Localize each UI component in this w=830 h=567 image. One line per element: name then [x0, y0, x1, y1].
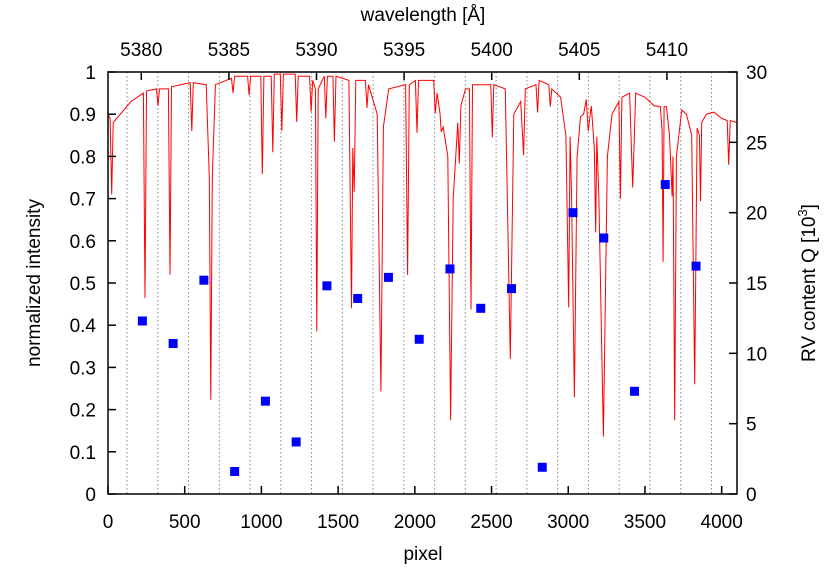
- rv-content-marker: [691, 261, 701, 271]
- rv-content-marker: [230, 466, 240, 476]
- y-tick-label: 0.8: [70, 147, 96, 168]
- y2-axis-label: RV content Q [103]: [795, 204, 820, 362]
- x2-tick-label: 5405: [558, 40, 600, 61]
- y-tick-label: 1: [85, 63, 96, 84]
- x-tick-label: 2500: [470, 512, 512, 533]
- rv-content-marker: [260, 396, 270, 406]
- x-tick-label: 0: [103, 512, 114, 533]
- y-tick-label: 0.7: [70, 190, 96, 211]
- rv-content-marker: [137, 316, 147, 326]
- y2-tick-label: 10: [746, 344, 767, 365]
- rv-content-marker: [168, 338, 178, 348]
- x2-tick-label: 5385: [208, 40, 250, 61]
- x2-tick-label: 5390: [295, 40, 337, 61]
- rv-content-marker: [353, 293, 363, 303]
- rv-content-marker: [630, 386, 640, 396]
- y2-label-main: RV content Q [10: [799, 217, 820, 362]
- y2-tick-label: 0: [746, 485, 757, 506]
- y2-label-sup: 3: [795, 209, 810, 216]
- x-tick-label: 1500: [317, 512, 359, 533]
- y2-tick-label: 20: [746, 204, 767, 225]
- rv-content-marker: [291, 437, 301, 447]
- spectrum-line: [107, 73, 738, 437]
- rv-content-marker: [322, 281, 332, 291]
- x-tick-label: 500: [169, 512, 201, 533]
- rv-content-marker: [476, 303, 486, 313]
- rv-content-marker: [383, 272, 393, 282]
- x-tick-label: 2000: [394, 512, 436, 533]
- y2-tick-label: 25: [746, 133, 767, 154]
- x-tick-label: 1000: [240, 512, 282, 533]
- y-tick-label: 0.6: [70, 232, 96, 253]
- x2-tick-label: 5380: [120, 40, 162, 61]
- x-tick-label: 3500: [624, 512, 666, 533]
- x-tick-label: 4000: [701, 512, 743, 533]
- x2-tick-label: 5400: [471, 40, 513, 61]
- axis-ticks: 0 500 1000 1500 2000 2500 3000 3500 400000.10.20…: [70, 40, 768, 533]
- rv-content-marker: [199, 275, 209, 285]
- y2-tick-label: 15: [746, 274, 767, 295]
- y2-tick-label: 30: [746, 63, 767, 84]
- rv-content-marker: [660, 180, 670, 190]
- plot-series: [107, 73, 738, 476]
- rv-content-marker: [445, 264, 455, 274]
- rv-content-marker: [568, 208, 578, 218]
- x2-tick-label: 5410: [646, 40, 688, 61]
- x2-tick-label: 5395: [383, 40, 425, 61]
- y-tick-label: 0.4: [70, 316, 97, 337]
- rv-content-marker: [599, 233, 609, 243]
- rv-content-marker: [506, 284, 516, 294]
- chunk-grid: [126, 72, 712, 494]
- y-tick-label: 0: [85, 485, 96, 506]
- rv-content-marker: [537, 462, 547, 472]
- y-tick-label: 0.5: [70, 274, 96, 295]
- y-axis-label: normalized intensity: [24, 199, 45, 367]
- y2-label-end: ]: [799, 204, 820, 209]
- x-axis-label: pixel: [403, 544, 442, 565]
- rv-content-marker: [414, 334, 424, 344]
- top-axis-label: wavelength [Å]: [360, 5, 486, 26]
- x-tick-label: 3000: [547, 512, 589, 533]
- y-tick-label: 0.3: [70, 358, 96, 379]
- y-tick-label: 0.1: [70, 443, 96, 464]
- y-tick-label: 0.9: [70, 105, 96, 126]
- y2-tick-label: 5: [746, 415, 757, 436]
- y-tick-label: 0.2: [70, 401, 96, 422]
